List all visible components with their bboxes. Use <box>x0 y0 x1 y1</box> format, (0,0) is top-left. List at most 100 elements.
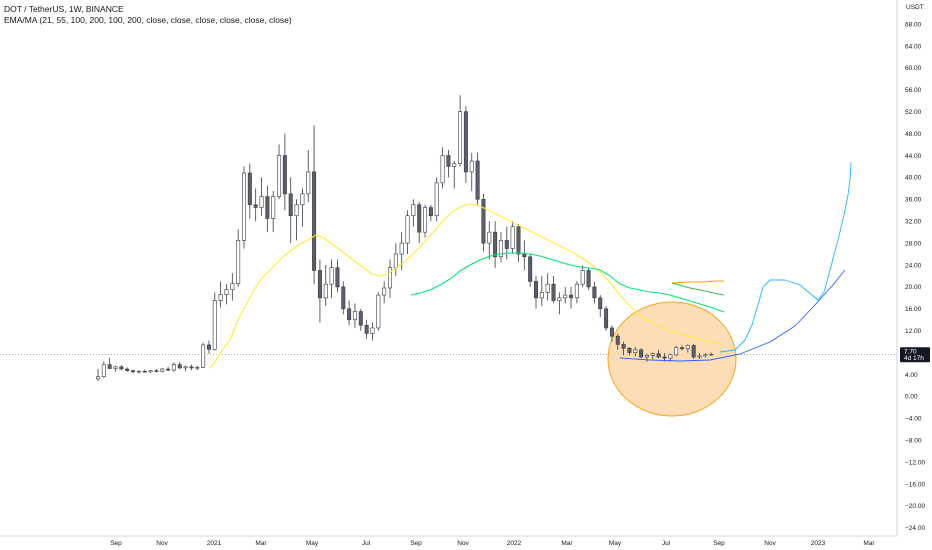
candle <box>679 347 684 350</box>
y-tick-label: −4.00 <box>905 416 922 423</box>
candle <box>277 155 282 197</box>
y-tick-label: 32.00 <box>905 219 922 226</box>
candle <box>504 240 509 249</box>
x-tick-label: Sep <box>410 540 422 547</box>
candle <box>662 356 667 359</box>
indicator-legend: EMA/MA (21, 55, 100, 200, 100, 200, clos… <box>4 15 292 25</box>
y-tick-label: 68.00 <box>905 21 922 28</box>
y-tick-label: −8.00 <box>905 438 922 445</box>
candle <box>195 367 200 369</box>
candle <box>703 354 708 357</box>
ma-55-line <box>410 252 725 313</box>
candle <box>598 297 603 310</box>
chart-title: DOT / TetherUS, 1W, BINANCE <box>4 4 124 14</box>
highlight-circle <box>607 301 737 417</box>
candle <box>236 240 241 284</box>
candle <box>119 366 124 370</box>
candle <box>300 193 305 206</box>
candle <box>113 366 118 369</box>
candle <box>574 283 579 299</box>
candle <box>317 270 322 299</box>
candle <box>650 353 655 356</box>
y-tick-label: 40.00 <box>905 175 922 182</box>
candle <box>609 327 614 337</box>
candle <box>417 204 422 233</box>
candle <box>615 335 620 345</box>
candle <box>183 366 188 369</box>
candle <box>166 368 171 371</box>
candle <box>697 355 702 358</box>
candle <box>201 344 206 368</box>
x-tick-label: Sep <box>713 540 725 547</box>
x-tick-label: Mar <box>255 540 267 547</box>
candle <box>533 281 538 299</box>
candle <box>434 182 439 217</box>
x-tick-label: Sep <box>110 540 122 547</box>
projection-path <box>719 161 852 353</box>
y-tick-label: −12.00 <box>905 459 925 466</box>
last-price-value: 7.70 <box>904 349 917 356</box>
candle <box>177 364 182 369</box>
candle <box>131 370 136 373</box>
y-tick-label: −16.00 <box>905 481 925 488</box>
candle <box>358 311 363 326</box>
y-tick-label: 48.00 <box>905 131 922 138</box>
candle <box>522 253 527 258</box>
projection-curve <box>619 269 846 362</box>
candle <box>633 349 638 353</box>
candle <box>160 368 165 372</box>
y-tick-label: 28.00 <box>905 240 922 247</box>
candle <box>586 270 591 288</box>
candle <box>352 311 357 321</box>
y-tick-label: 20.00 <box>905 284 922 291</box>
x-tick-label: Nov <box>156 540 168 547</box>
x-tick-label: Nov <box>764 540 776 547</box>
candle <box>411 204 416 217</box>
candle <box>265 196 270 219</box>
candle <box>621 344 626 349</box>
x-tick-label: 2022 <box>507 540 522 547</box>
candle <box>691 345 696 358</box>
candle <box>440 155 445 184</box>
candle <box>171 364 176 371</box>
candle <box>230 283 235 290</box>
candle <box>271 196 276 219</box>
candle <box>551 283 556 301</box>
candle <box>545 283 550 293</box>
y-tick-label: 16.00 <box>905 306 922 313</box>
candle <box>557 297 562 301</box>
candle <box>347 308 352 321</box>
candle <box>107 364 112 369</box>
candle <box>399 242 404 255</box>
candle <box>376 294 381 329</box>
y-tick-label: 4.00 <box>905 372 918 379</box>
candle <box>446 155 451 167</box>
candle <box>428 207 433 217</box>
candle <box>189 366 194 369</box>
candle <box>475 160 480 200</box>
y-tick-label: 64.00 <box>905 43 922 50</box>
candle <box>259 196 264 208</box>
candle <box>312 171 317 271</box>
x-tick-label: Mar <box>561 540 573 547</box>
ema-21-line <box>209 203 725 369</box>
candle <box>323 283 328 299</box>
candle <box>493 231 498 258</box>
candle <box>563 294 568 299</box>
candle <box>668 354 673 359</box>
y-tick-label: −20.00 <box>905 503 925 510</box>
x-tick-label: Jul <box>362 540 371 547</box>
y-tick-label: −24.00 <box>905 525 925 532</box>
y-tick-label: 60.00 <box>905 65 922 72</box>
y-tick-label: 0.00 <box>905 394 918 401</box>
y-tick-label: 44.00 <box>905 153 922 160</box>
y-tick-label: 52.00 <box>905 109 922 116</box>
candle <box>393 253 398 269</box>
candle <box>709 353 714 356</box>
candle <box>580 270 585 285</box>
x-tick-label: May <box>306 540 319 547</box>
candle <box>639 349 644 358</box>
x-tick-label: Nov <box>457 540 469 547</box>
candle <box>154 370 159 372</box>
